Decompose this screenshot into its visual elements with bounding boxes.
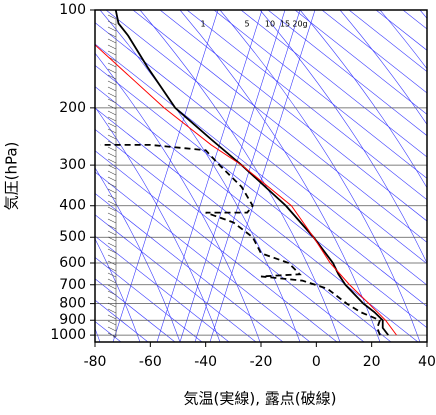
y-tick-label: 600: [59, 255, 86, 271]
y-tick-label: 200: [59, 100, 86, 116]
isotherm-line: [95, 22, 427, 286]
isotherm-line: [430, 10, 436, 342]
adiabat-line: [259, 10, 427, 264]
adiabat-line: [419, 10, 427, 19]
adiabat-line: [95, 238, 141, 342]
plot-frame: [94, 9, 428, 343]
x-tick-label: -60: [139, 354, 162, 370]
x-tick-label: -40: [194, 354, 217, 370]
x-tick-label: -20: [250, 354, 273, 370]
isotherm-line: [240, 10, 427, 158]
isotherm-line: [348, 10, 427, 73]
y-tick-label: 1000: [50, 327, 86, 343]
profile-line: [100, 144, 382, 336]
isotherm-line: [186, 10, 427, 201]
isotherm-line: [402, 10, 427, 30]
mixing-ratio-line: [209, 10, 316, 342]
x-axis-label: 気温(実線), 露点(破線): [184, 390, 337, 408]
profile-line: [95, 44, 397, 336]
mixing-ratio-line: [179, 10, 286, 342]
isotherm-line: [95, 193, 284, 342]
mixing-ratio-label: 5: [244, 20, 249, 29]
isotherm-line: [132, 10, 427, 243]
mixing-ratio-line: [156, 10, 263, 342]
mixing-ratio-line: [194, 10, 301, 342]
y-tick-label: 500: [59, 229, 86, 245]
x-tick-label: 20: [363, 354, 381, 370]
isotherm-line: [159, 10, 427, 222]
y-tick-label: 400: [59, 198, 86, 214]
adiabat-line: [379, 10, 427, 70]
isotherm-line: [95, 64, 427, 329]
profile-line: [114, 10, 389, 336]
isotherm-line: [95, 214, 257, 342]
y-tick-label: 700: [59, 277, 86, 293]
adiabat-line: [339, 10, 427, 125]
isotherm-line: [95, 171, 311, 342]
y-tick-label: 300: [59, 157, 86, 173]
adiabat-line: [219, 10, 421, 342]
y-tick-label: 800: [59, 296, 86, 312]
isotherm-line: [294, 10, 427, 115]
profiles: [95, 10, 397, 338]
adiabat-line: [139, 10, 341, 342]
background-lines: [95, 10, 436, 342]
isotherm-line: [95, 150, 338, 342]
adiabat-line: [99, 10, 301, 342]
mixing-ratio-label: 1: [200, 20, 205, 29]
adiabat-line: [95, 106, 221, 342]
x-tick-label: 40: [418, 354, 436, 370]
y-axis-label: 気圧(hPa): [3, 142, 21, 211]
mixing-ratio-label: 10: [265, 20, 275, 29]
x-tick-label: 0: [312, 354, 321, 370]
isotherm-line: [95, 235, 230, 342]
isotherm-line: [213, 10, 427, 179]
y-tick-label: 100: [59, 2, 86, 18]
isotherm-line: [95, 257, 203, 342]
wind-barbs: [107, 14, 117, 338]
isotherm-line: [105, 10, 427, 265]
mixing-ratio-label: 15: [280, 20, 290, 29]
y-tick-label: 900: [59, 312, 86, 328]
mixing-ratio-label: 20g: [292, 20, 307, 29]
adiabat-line: [95, 167, 181, 342]
isotherm-line: [267, 10, 427, 137]
isotherm-line: [321, 10, 427, 94]
x-tick-label: -80: [84, 354, 107, 370]
adiabat-line: [299, 10, 427, 189]
adiabat-line: [95, 52, 261, 342]
isotherm-line: [95, 43, 427, 307]
mixing-ratio-line: [112, 10, 219, 342]
isotherm-line: [95, 278, 176, 342]
isotherm-line: [95, 128, 365, 342]
